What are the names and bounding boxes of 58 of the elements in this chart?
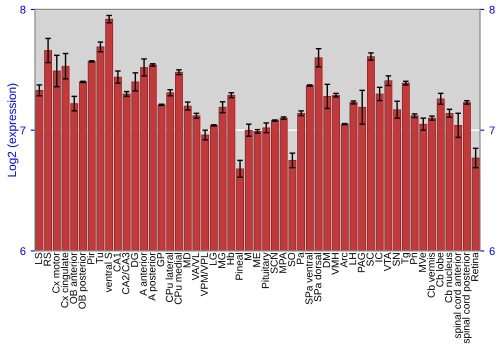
y-tick-label: 6 [20, 247, 26, 256]
x-tick-label: DM [322, 253, 330, 268]
x-tick-label: OB posterior [78, 252, 88, 309]
x-tick-label: MD [183, 252, 190, 268]
x-tick-label: ME [253, 252, 260, 267]
x-tick-label: A posterior [148, 252, 158, 301]
x-tick-label: Tg [401, 252, 411, 264]
x-tick-label: LG [209, 253, 217, 266]
x-tick-label: Hb [226, 252, 234, 264]
x-tick-label: Cx motor [52, 252, 60, 293]
x-tick-label: MG [218, 253, 226, 268]
x-tick-label: Cx cingulate [60, 252, 70, 308]
x-tick-label: Cb lobe [436, 252, 444, 287]
x-tick-label: Pir [86, 252, 94, 264]
x-tick-label: GP [157, 252, 164, 266]
x-tick-label: Arc [340, 252, 348, 268]
x-tick-label: SPa dorsal [314, 253, 322, 302]
y-tick-label: 8 [20, 6, 26, 14]
x-tick-label: CPu medial [174, 253, 182, 304]
x-tick-label: Pa [296, 252, 304, 264]
x-tick-label: RS [44, 252, 51, 266]
x-tick-label: Cb nucleus [444, 252, 452, 303]
y-axis-title: Log2 (expression) [7, 84, 18, 176]
x-tick-label: LS [34, 252, 42, 264]
x-tick-label: CA1 [113, 252, 121, 272]
x-tick-label: VPM/VPL [200, 252, 208, 296]
x-tick-label: spinal cord anterior [453, 252, 463, 338]
x-tick-label: SCN [270, 253, 278, 274]
y2-tick-label: 8 [490, 6, 495, 14]
x-tick-label: VA/VL [192, 252, 200, 280]
x-tick-label: Retina [470, 252, 478, 281]
x-tick-label: CPu lateral [166, 253, 173, 302]
x-tick-label: OB anterior [70, 252, 77, 304]
x-tick-label: ventral S [104, 252, 112, 292]
y-tick-label: 7 [20, 126, 26, 134]
x-tick-label: IC [375, 252, 382, 262]
x-tick-label: LH [349, 253, 356, 264]
y2-tick-label: 6 [490, 247, 495, 256]
x-tick-label: SC [366, 252, 374, 266]
x-tick-label: M [244, 253, 252, 260]
y2-tick-label: 7 [490, 126, 495, 134]
x-tick-label: MPA [279, 252, 286, 273]
x-tick-label: CA2/CA3 [122, 252, 130, 294]
x-tick-label: VTA [384, 252, 392, 272]
x-tick-label: Pineal [235, 253, 243, 280]
x-tick-label: SN [392, 253, 400, 266]
x-tick-label: A anterior [139, 252, 147, 296]
x-tick-label: SO [288, 252, 296, 267]
x-tick-label: Cb vermis [427, 252, 435, 298]
x-tick-label: SPa ventral [305, 253, 313, 304]
x-tick-label: Pn [410, 252, 418, 264]
x-tick-label: Tu [96, 253, 104, 264]
x-tick-label: spinal cord posterior [462, 252, 472, 344]
x-tick-label: PAG [358, 253, 365, 272]
x-tick-label: Pituitary [262, 252, 271, 288]
x-tick-label: DG [130, 253, 138, 267]
x-tick-label: MVe [418, 252, 426, 272]
x-tick-label: VMH [332, 253, 339, 275]
